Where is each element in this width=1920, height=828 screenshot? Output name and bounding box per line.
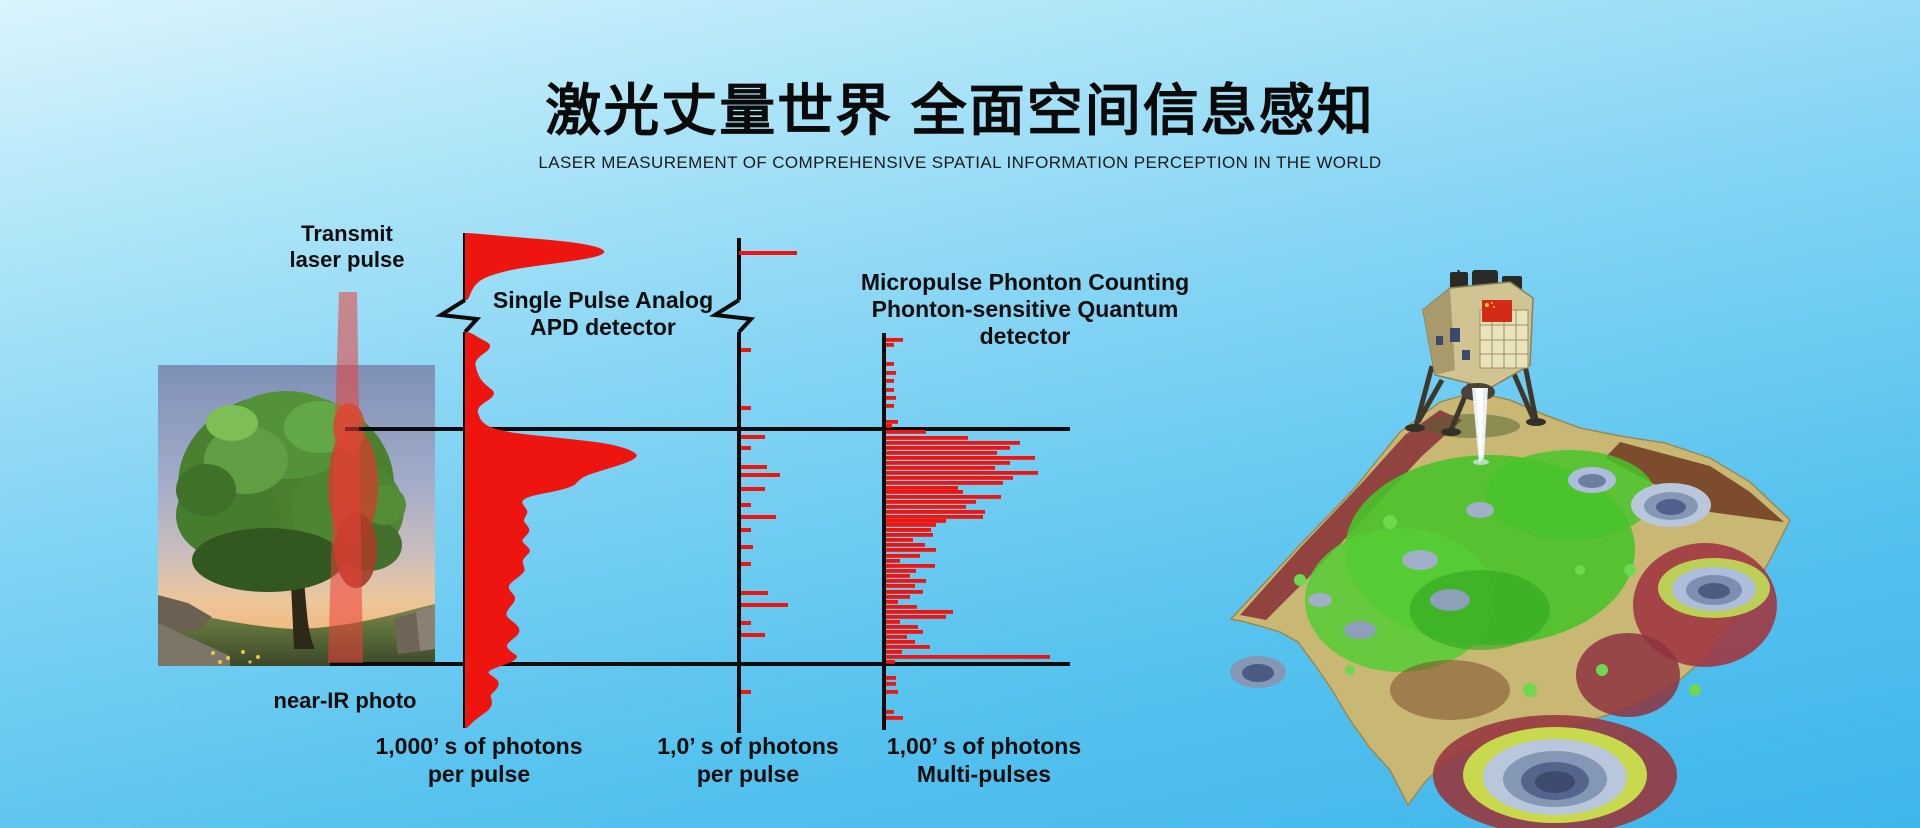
transmit-laser-pulse-label: Transmit laser pulse	[252, 221, 442, 273]
terrain-bumps	[1294, 502, 1701, 697]
apd-footer-line2: per pulse	[427, 761, 531, 787]
apd-label-line1: Single Pulse Analog	[492, 287, 714, 313]
lunar-lander	[1405, 270, 1546, 465]
photon-counting-footer-label: 1,0’ s of photons per pulse	[637, 732, 859, 788]
crater-large-bottom	[1463, 727, 1647, 823]
micropulse-footer-line1: 1,00’ s of photons	[886, 733, 1082, 759]
transmit-label-line1: Transmit	[301, 221, 393, 246]
lidar-terrain-model	[1229, 270, 1791, 828]
crater-small-top	[1568, 467, 1616, 493]
lander-laser-beam-core	[1476, 388, 1483, 459]
lander-shadow	[1424, 414, 1520, 438]
micropulse-footer-label: 1,00’ s of photons Multi-pulses	[871, 732, 1097, 788]
terrain-green-top	[1485, 450, 1655, 540]
photo-left-wall	[158, 623, 230, 666]
micropulse-label-line1: Micropulse Phonton Counting	[860, 269, 1190, 295]
crater-right-medium	[1631, 483, 1711, 527]
terrain-darkred-lower	[1576, 633, 1680, 717]
near-ir-photo-label: near-IR photo	[273, 688, 417, 713]
terrain-surface	[1229, 391, 1791, 828]
apd-footer-label: 1,000’ s of photons per pulse	[368, 732, 590, 788]
photo-right-wall-shadow	[394, 612, 420, 654]
micropulse-detector-label: Micropulse Phonton Counting Phonton-sens…	[830, 269, 1220, 350]
photo-left-crag	[158, 595, 212, 637]
photon-counting-footer-line1: 1,0’ s of photons	[657, 733, 839, 759]
page-subtitle: LASER MEASUREMENT OF COMPREHENSIVE SPATI…	[538, 153, 1382, 172]
lander-side-instruments	[1436, 328, 1470, 360]
apd-detector-label: Single Pulse Analog APD detector	[455, 287, 751, 341]
near-ir-tree-photo	[158, 365, 435, 666]
lander-flag-stars	[1485, 302, 1495, 308]
terrain-brown-mid	[1390, 660, 1510, 720]
lander-feet	[1405, 418, 1546, 436]
reference-lines	[330, 427, 1070, 666]
lander-body-left-shade	[1423, 288, 1455, 375]
apd-label-line2: APD detector	[530, 314, 676, 340]
terrain-maroon-ridge	[1240, 410, 1462, 620]
photo-flowers	[211, 650, 260, 664]
transmit-label-line2: laser pulse	[289, 247, 405, 272]
crater-right-large	[1658, 558, 1770, 618]
photon-counting-footer-line2: per pulse	[696, 761, 800, 787]
micropulse-footer-line2: Multi-pulses	[916, 761, 1052, 787]
page-title: 激光丈量世界 全面空间信息感知	[545, 79, 1375, 142]
terrain-craters	[1230, 467, 1770, 823]
micropulse-label-line2: Phonton-sensitive Quantum detector	[871, 296, 1179, 349]
apd-footer-line1: 1,000’ s of photons	[375, 733, 583, 759]
micropulse-histogram-bars	[886, 338, 1050, 720]
terrain-brown-patch-top	[1605, 442, 1784, 522]
lander-beam-spot	[1473, 459, 1489, 465]
terrain-green-dark	[1410, 570, 1550, 650]
crater-left-small	[1230, 656, 1286, 688]
lander-flag	[1482, 300, 1512, 322]
